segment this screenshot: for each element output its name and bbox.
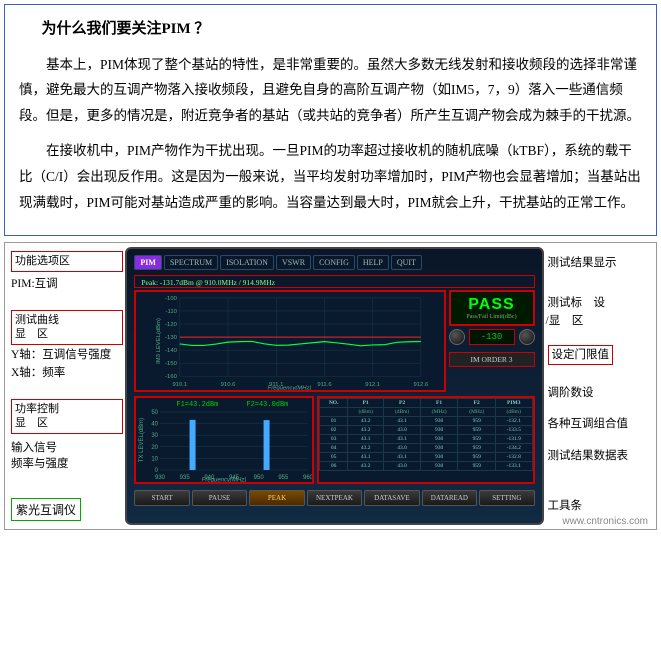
peak-info: Peak: -131.7dBm @ 910.0MHz / 914.9MHz xyxy=(134,275,534,288)
menu-spectrum[interactable]: SPECTRUM xyxy=(164,255,218,270)
label-device-name: 紫光互调仪 xyxy=(11,498,81,521)
svg-text:910.6: 910.6 xyxy=(221,382,236,388)
label-marker-area: 测试标 设 /显 区 xyxy=(546,293,651,329)
tool-start[interactable]: START xyxy=(134,490,189,506)
svg-text:912.1: 912.1 xyxy=(366,382,381,388)
document-section: 为什么我们要关注PIM ？ 基本上，PIM体现了整个基站的特性，是非常重要的。虽… xyxy=(4,4,657,236)
svg-text:-160: -160 xyxy=(165,375,177,381)
svg-text:950: 950 xyxy=(254,475,265,481)
svg-text:-130: -130 xyxy=(165,335,177,341)
svg-text:20: 20 xyxy=(152,445,159,451)
f1-label: F1=43.2dBm xyxy=(176,401,218,409)
svg-text:930: 930 xyxy=(155,475,166,481)
result-table: NO.P1P2F1F2PIM3(dBm)(dBm)(MHz)(MHz)(dBm)… xyxy=(317,396,534,484)
label-comb-values: 各种互调组合值 xyxy=(546,414,651,434)
svg-text:Frequency(MHz): Frequency(MHz) xyxy=(268,386,312,390)
tool-nextpeak[interactable]: NEXTPEAK xyxy=(307,490,362,506)
knob-right[interactable] xyxy=(519,329,535,345)
svg-text:-120: -120 xyxy=(165,322,177,328)
svg-text:-110: -110 xyxy=(166,309,178,315)
tool-setting[interactable]: SETTING xyxy=(479,490,534,506)
label-curve-area: 测试曲线 显 区 xyxy=(11,310,123,345)
label-y-axis: Y轴：互调信号强度 xyxy=(11,347,123,363)
device-screen: PIMSPECTRUMISOLATIONVSWRCONFIGHELPQUIT P… xyxy=(125,247,543,525)
svg-text:911.6: 911.6 xyxy=(318,382,333,388)
label-order-set: 调阶数设 xyxy=(546,383,651,403)
pass-subtitle: Pass/Fail Limit(dBc) xyxy=(453,314,531,320)
label-function-area: 功能选项区 xyxy=(11,251,123,271)
svg-text:50: 50 xyxy=(152,410,159,416)
label-x-axis: X轴：频率 xyxy=(11,365,123,381)
knob-left[interactable] xyxy=(449,329,465,345)
tool-pause[interactable]: PAUSE xyxy=(192,490,247,506)
knob-row: -130 xyxy=(449,329,535,345)
doc-paragraph-2: 在接收机中，PIM产物作为干扰出现。一旦PIM的功率超过接收机的随机底噪（kTB… xyxy=(19,138,642,215)
threshold-value[interactable]: -130 xyxy=(469,329,515,345)
svg-text:40: 40 xyxy=(152,422,159,428)
pass-text: PASS xyxy=(453,296,531,314)
doc-title: 为什么我们要关注PIM ？ xyxy=(19,15,642,44)
menu-help[interactable]: HELP xyxy=(357,255,389,270)
doc-paragraph-1: 基本上，PIM体现了整个基站的特性，是非常重要的。虽然大多数无线发射和接收频段的… xyxy=(19,52,642,129)
label-toolbar: 工具条 xyxy=(546,496,651,516)
svg-text:0: 0 xyxy=(155,468,159,474)
svg-text:960: 960 xyxy=(303,475,312,481)
pass-fail-box: PASS Pass/Fail Limit(dBc) xyxy=(449,290,535,326)
label-pim-mode: PIM:互调 xyxy=(11,276,123,292)
menu-isolation[interactable]: ISOLATION xyxy=(220,255,274,270)
svg-text:30: 30 xyxy=(152,434,159,440)
svg-text:10: 10 xyxy=(152,457,159,463)
tool-dataread[interactable]: DATAREAD xyxy=(422,490,477,506)
svg-text:-150: -150 xyxy=(165,362,177,368)
im-order-button[interactable]: IM ORDER 3 xyxy=(449,352,535,367)
result-panel: PASS Pass/Fail Limit(dBc) -130 IM ORDER … xyxy=(449,290,535,392)
label-threshold: 设定门限值 xyxy=(546,345,651,365)
tool-datasave[interactable]: DATASAVE xyxy=(364,490,419,506)
svg-text:IM3 LEVEL(dBm): IM3 LEVEL(dBm) xyxy=(157,318,163,364)
svg-text:910.1: 910.1 xyxy=(173,382,188,388)
menu-quit[interactable]: QUIT xyxy=(391,255,422,270)
label-data-table: 测试结果数据表 xyxy=(546,446,651,466)
f2-label: F2=43.0dBm xyxy=(246,401,288,409)
svg-text:935: 935 xyxy=(180,475,191,481)
main-chart: -160 -150 -140 -130 -120 -110 -100 910.1 910.6 91… xyxy=(134,290,445,392)
menu-vswr[interactable]: VSWR xyxy=(276,255,311,270)
label-result-display: 测试结果显示 xyxy=(546,253,651,273)
svg-text:912.6: 912.6 xyxy=(414,382,429,388)
svg-text:Frequency(MHz): Frequency(MHz) xyxy=(202,478,247,482)
power-chart: F1=43.2dBm F2=43.0dBm 0 10 20 30 40 50 930 935 9… xyxy=(134,396,314,484)
label-input-signal: 输入信号 频率与强度 xyxy=(11,440,123,472)
menu-bar: PIMSPECTRUMISOLATIONVSWRCONFIGHELPQUIT xyxy=(130,252,538,273)
tool-peak[interactable]: PEAK xyxy=(249,490,304,506)
menu-config[interactable]: CONFIG xyxy=(313,255,355,270)
svg-text:-140: -140 xyxy=(165,348,177,354)
right-annotation-column: 测试结果显示 测试标 设 /显 区 设定门限值 调阶数设 各种互调组合值 测试结… xyxy=(544,247,653,525)
toolbar: STARTPAUSEPEAKNEXTPEAKDATASAVEDATAREADSE… xyxy=(130,486,538,508)
svg-text:-100: -100 xyxy=(165,296,177,302)
svg-text:TX LEVEL(dBm): TX LEVEL(dBm) xyxy=(139,418,145,462)
menu-pim[interactable]: PIM xyxy=(134,255,162,270)
diagram-section: 功能选项区 PIM:互调 测试曲线 显 区 Y轴：互调信号强度 X轴：频率 功率… xyxy=(4,242,657,530)
left-annotation-column: 功能选项区 PIM:互调 测试曲线 显 区 Y轴：互调信号强度 X轴：频率 功率… xyxy=(9,247,125,525)
svg-text:955: 955 xyxy=(279,475,290,481)
label-power-area: 功率控制 显 区 xyxy=(11,399,123,434)
watermark: www.cntronics.com xyxy=(562,516,648,527)
